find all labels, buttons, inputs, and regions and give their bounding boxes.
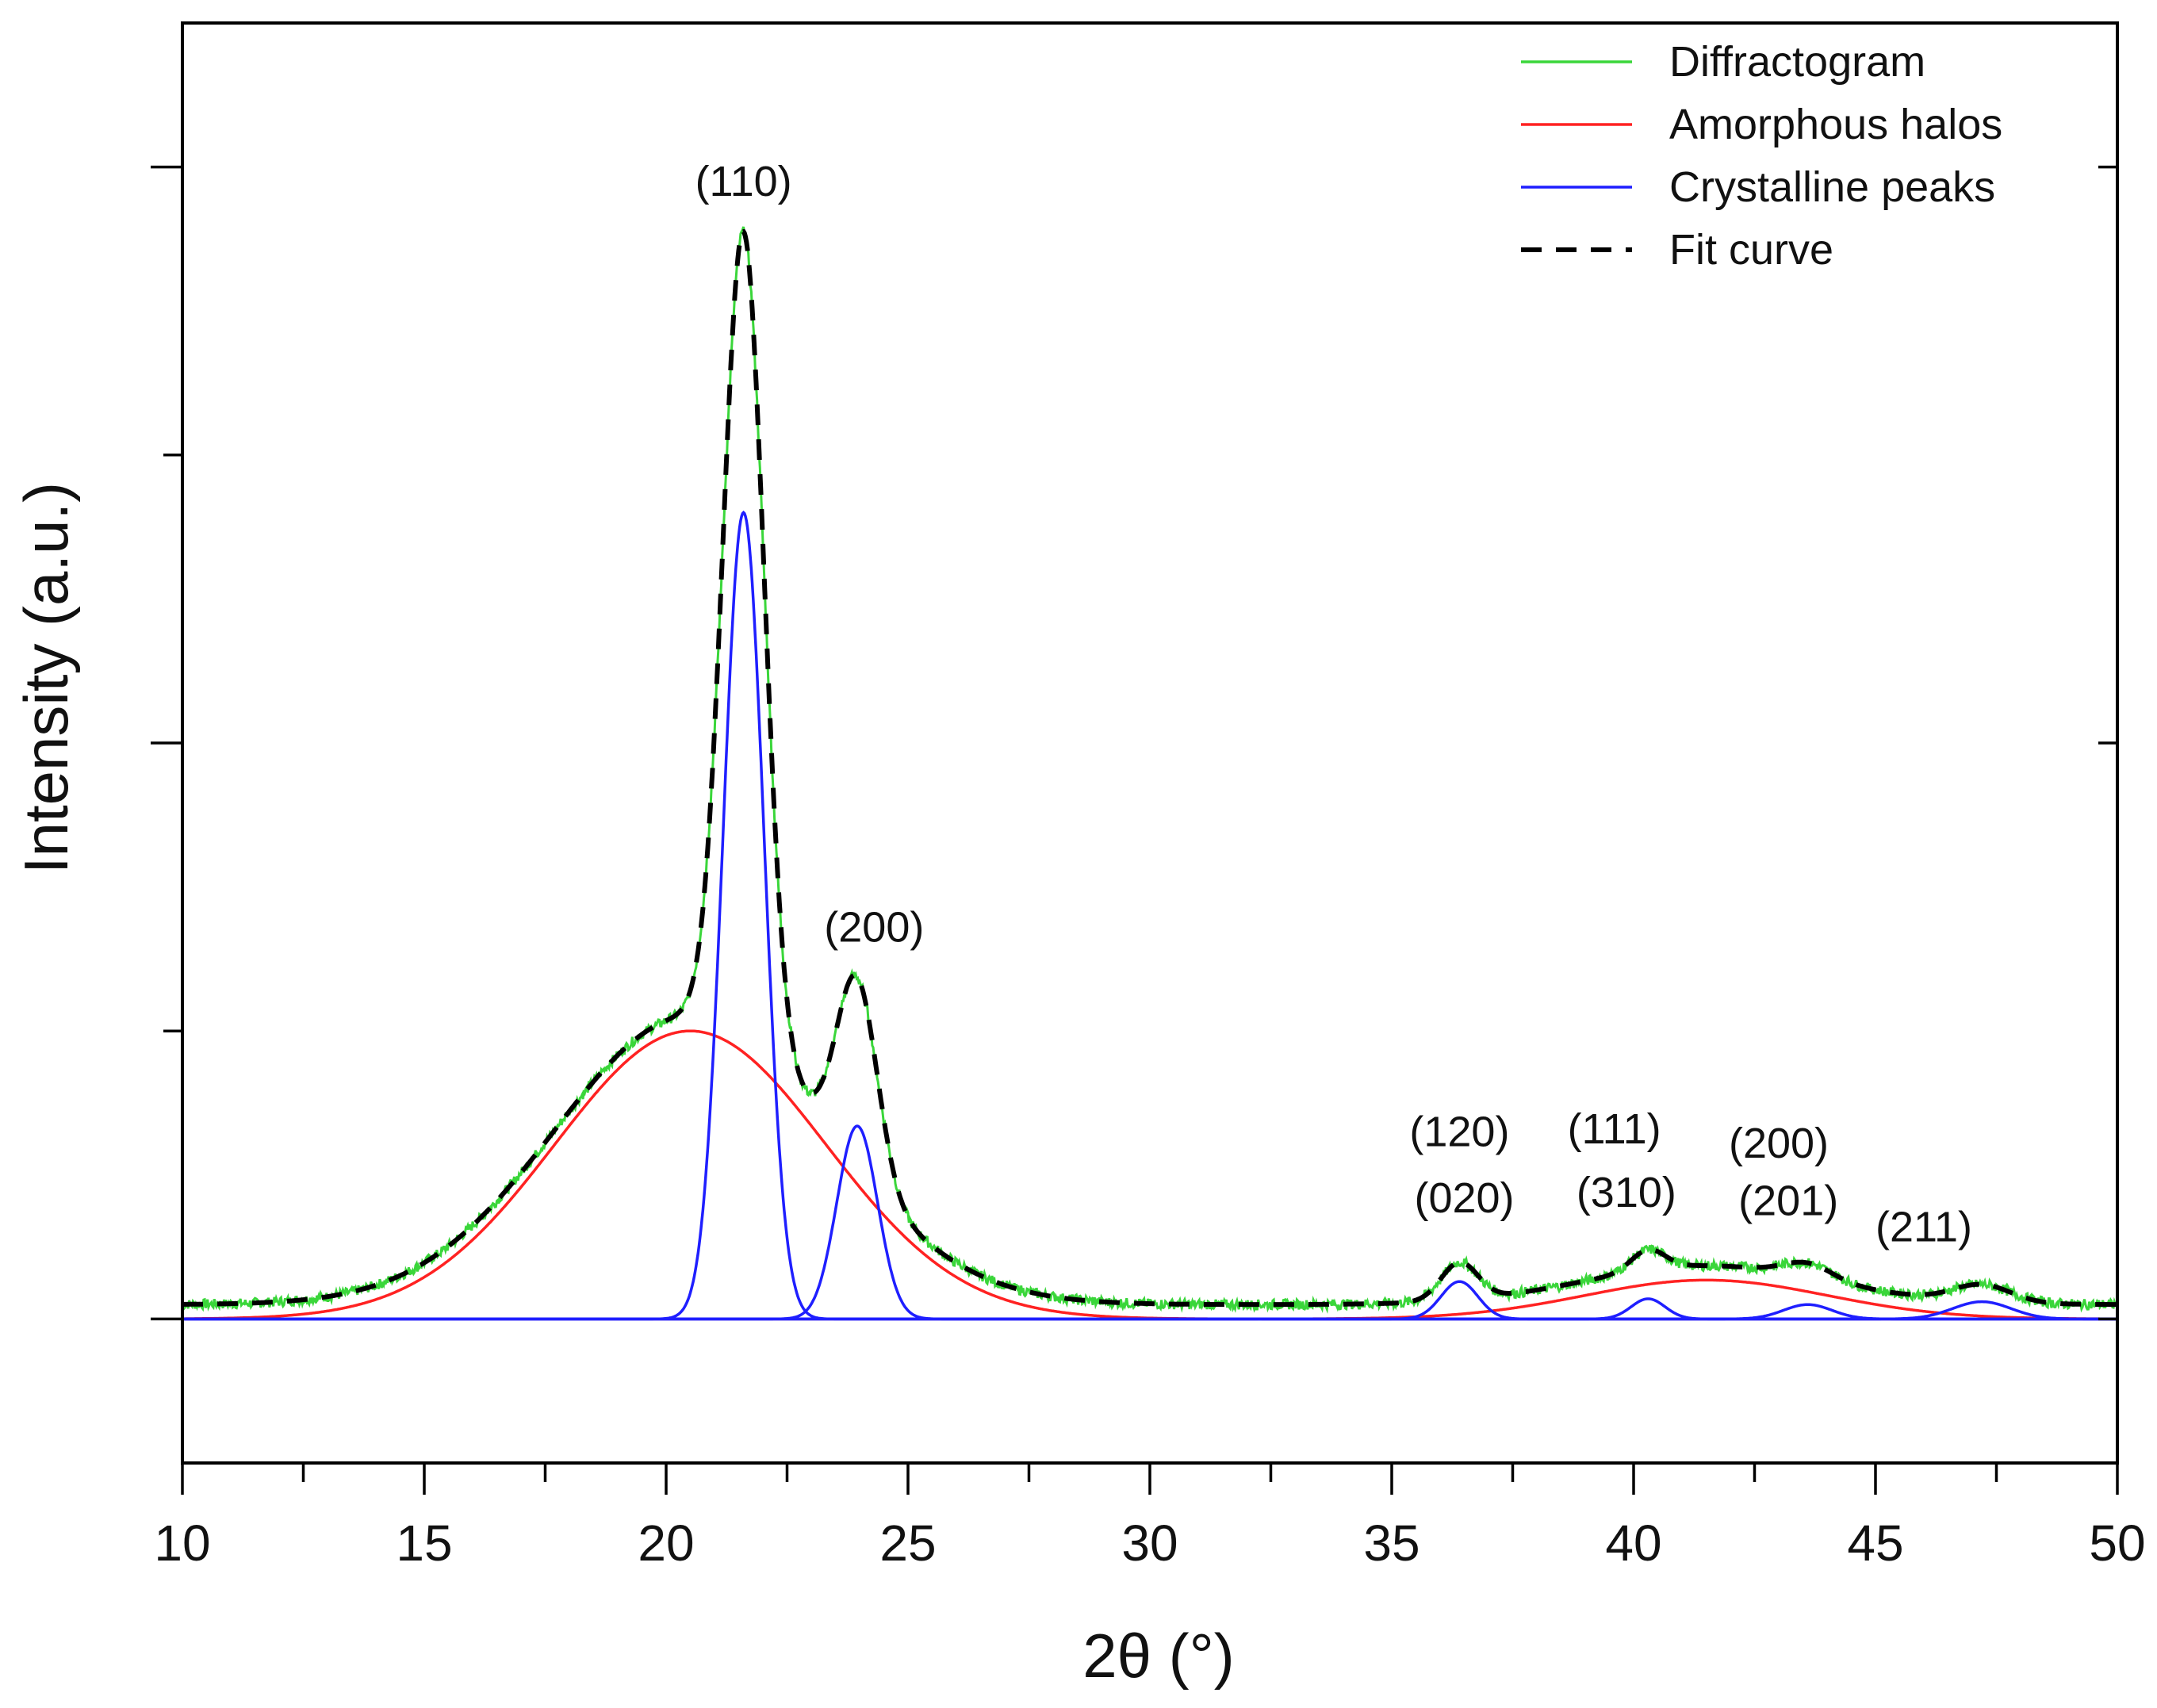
peak-labels: (110) (200) (120) (020) (111) (310) (200) (201)… (695, 158, 1972, 1250)
legend-label: Diffractogram (1669, 38, 1925, 86)
x-axis-title: 2θ (°) (1082, 1621, 1235, 1691)
peak-label: (310) (1577, 1169, 1676, 1216)
x-tick-label: 20 (638, 1515, 694, 1572)
x-tick-label: 45 (1847, 1515, 1903, 1572)
peak-label: (120) (1409, 1108, 1509, 1155)
peak-label: (110) (695, 158, 792, 205)
x-tick-label: 25 (879, 1515, 936, 1572)
x-tick-labels: 10 15 20 25 30 35 40 45 50 (154, 1515, 2145, 1572)
amorphous-halo-1 (182, 1029, 2117, 1321)
peak-label: (211) (1875, 1203, 1972, 1250)
peak-label: (200) (824, 904, 924, 952)
legend-label: Fit curve (1669, 226, 1833, 274)
peak-label: (111) (1568, 1105, 1661, 1153)
peak-label: (200) (1729, 1120, 1829, 1167)
legend: Diffractogram Amorphous halos Crystalline … (1521, 38, 2002, 274)
y-axis-title: Intensity (a.u.) (11, 482, 81, 874)
x-tick-label: 50 (2089, 1515, 2145, 1572)
peak-label: (020) (1414, 1174, 1514, 1222)
plot-curves (182, 226, 2119, 1321)
x-tick-label: 15 (396, 1515, 452, 1572)
x-tick-label: 40 (1605, 1515, 1661, 1572)
axis-ticks (151, 165, 2119, 1495)
fit-curve-series (182, 228, 2117, 1308)
legend-label: Amorphous halos (1669, 101, 2002, 148)
x-tick-label: 10 (154, 1515, 210, 1572)
crystalline-peak-6 (182, 1300, 2117, 1321)
peak-label: (201) (1738, 1178, 1838, 1225)
legend-label: Crystalline peaks (1669, 163, 1995, 211)
x-tick-label: 35 (1363, 1515, 1419, 1572)
x-tick-label: 30 (1121, 1515, 1178, 1572)
